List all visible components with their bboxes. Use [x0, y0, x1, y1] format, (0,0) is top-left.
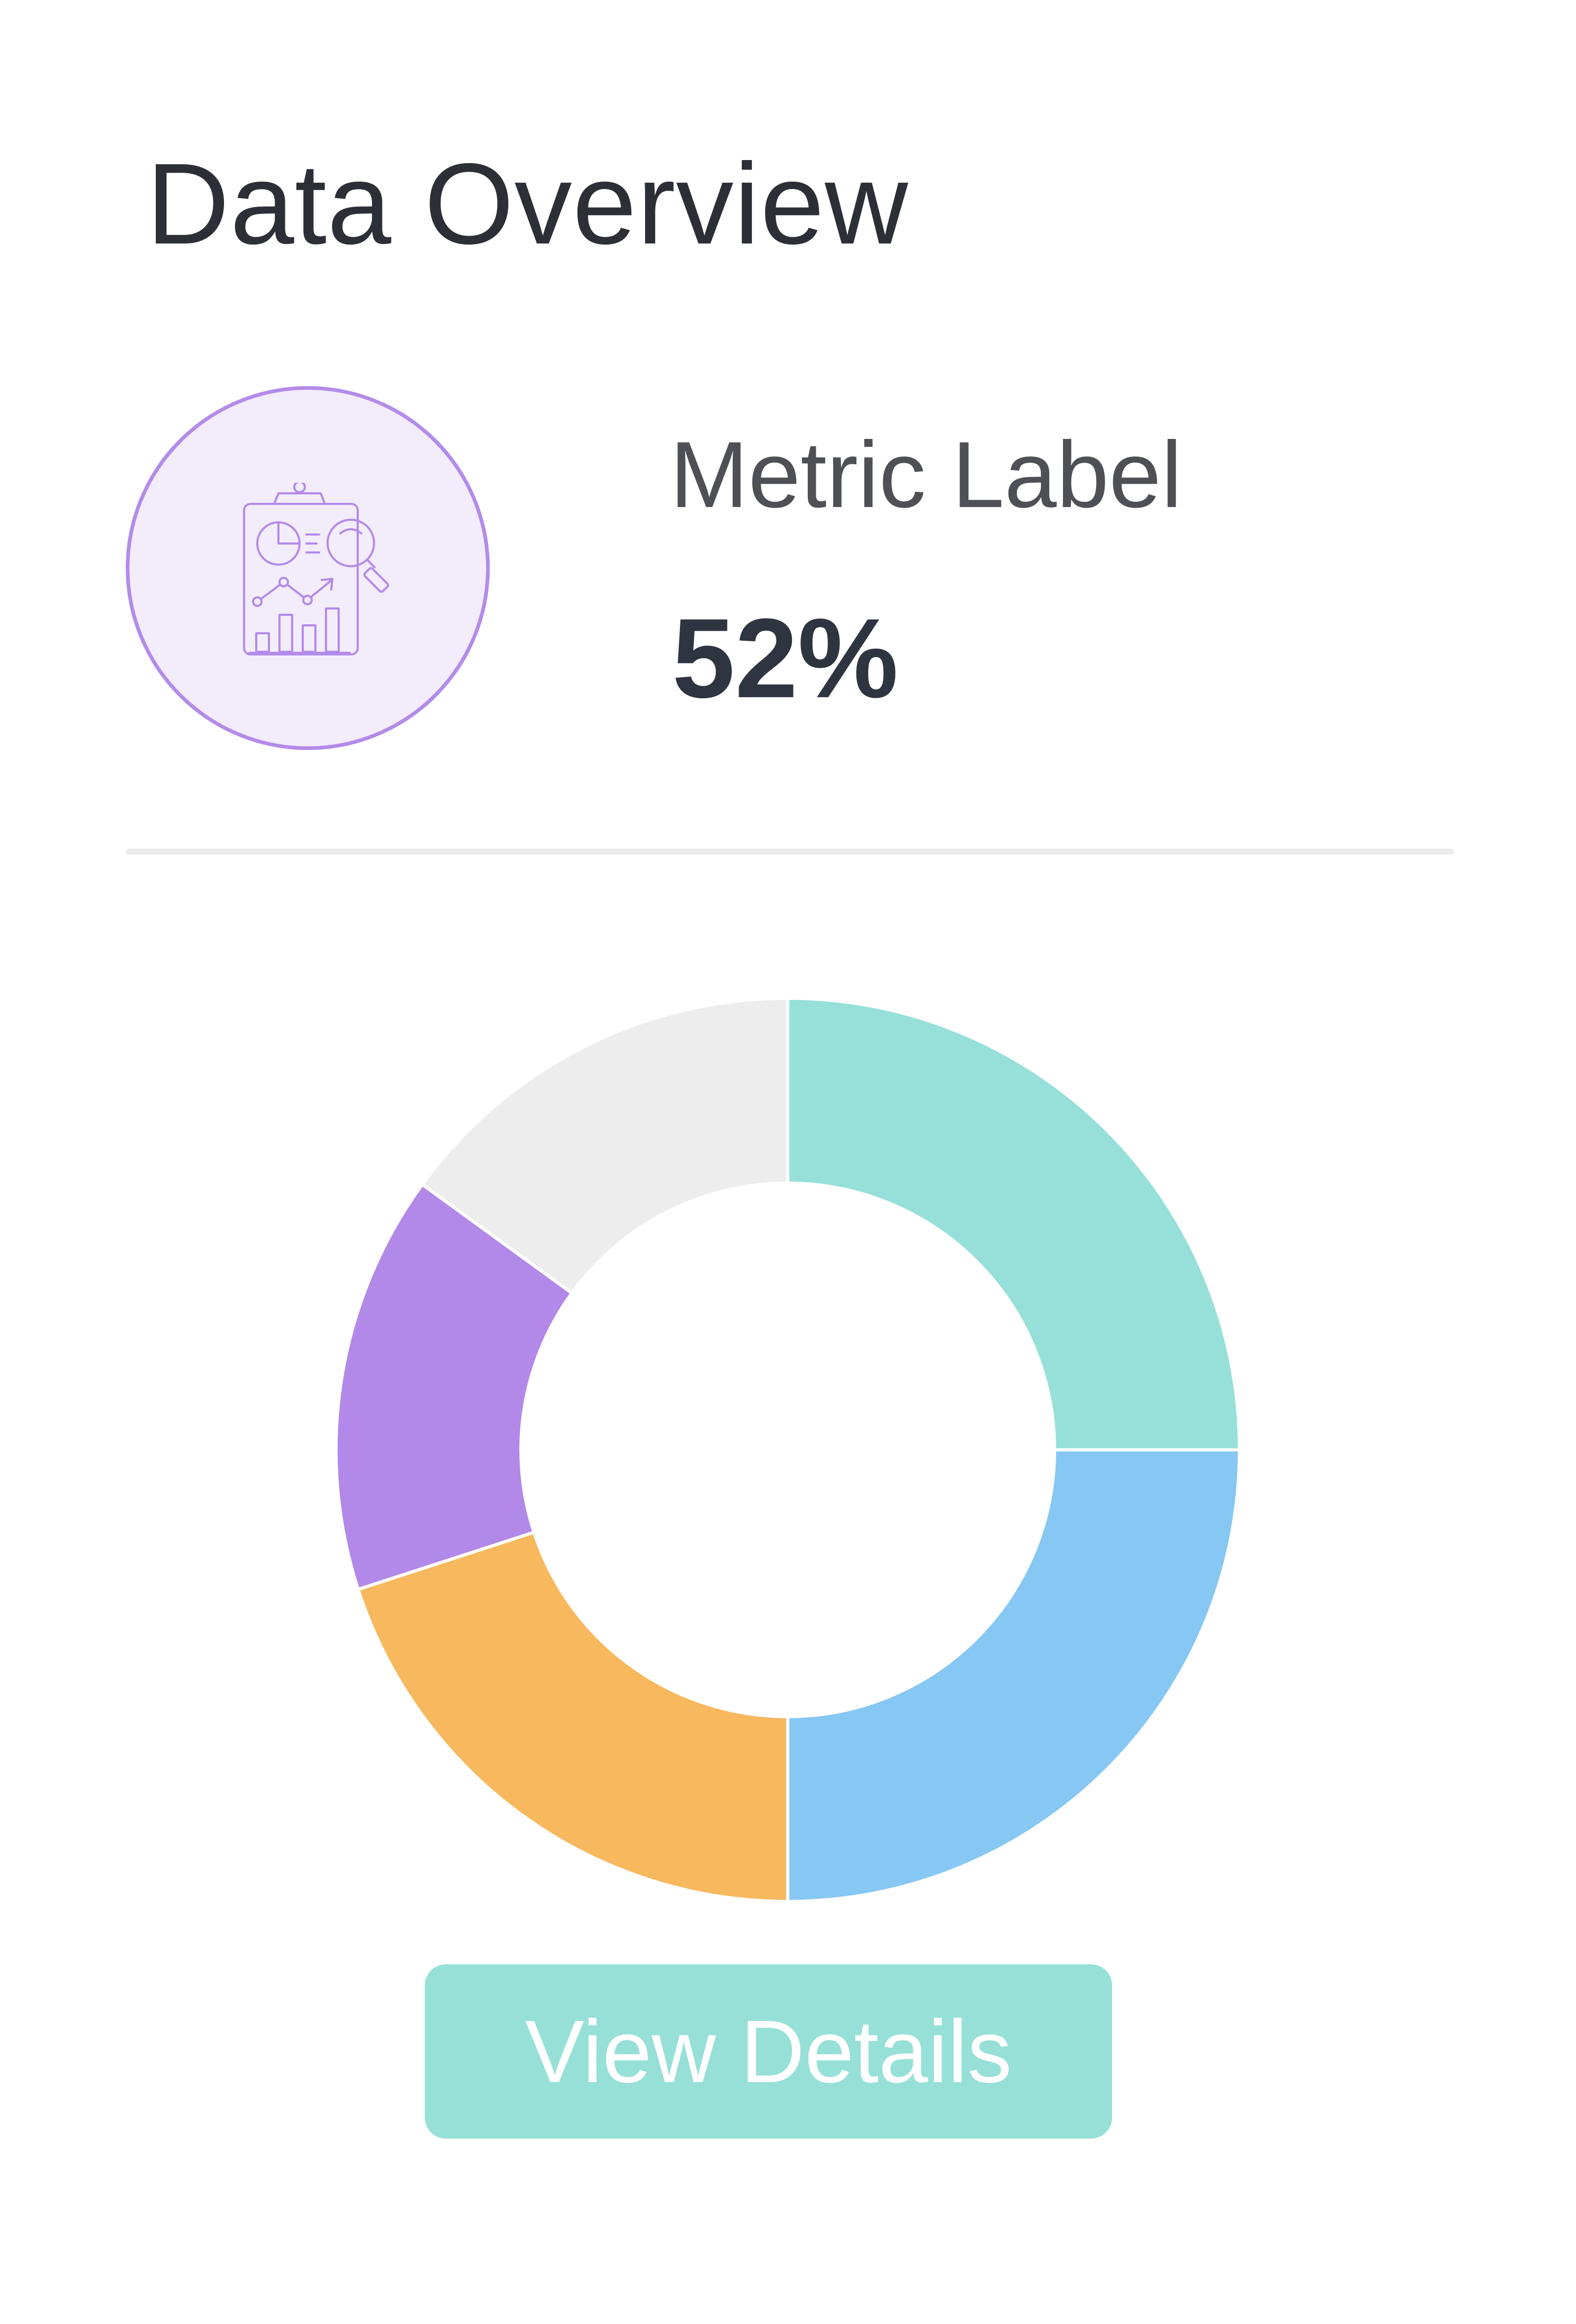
donut-slice-purple: [334, 1182, 574, 1591]
metric-value: 52%: [672, 595, 899, 721]
report-analytics-icon: [243, 483, 389, 655]
donut-slice-orange: [356, 1530, 789, 1901]
metric-icon-badge: [126, 386, 490, 750]
donut-slice-teal: [786, 996, 1242, 1451]
donut-chart: [334, 996, 1242, 1901]
donut-slice-blue: [786, 1448, 1242, 1901]
metric-label: Metric Label: [670, 422, 1182, 527]
donut-slice-gray: [420, 996, 789, 1296]
view-details-button[interactable]: View Details: [425, 1964, 1112, 2139]
page-title: Data Overview: [146, 140, 909, 268]
divider: [126, 849, 1454, 855]
